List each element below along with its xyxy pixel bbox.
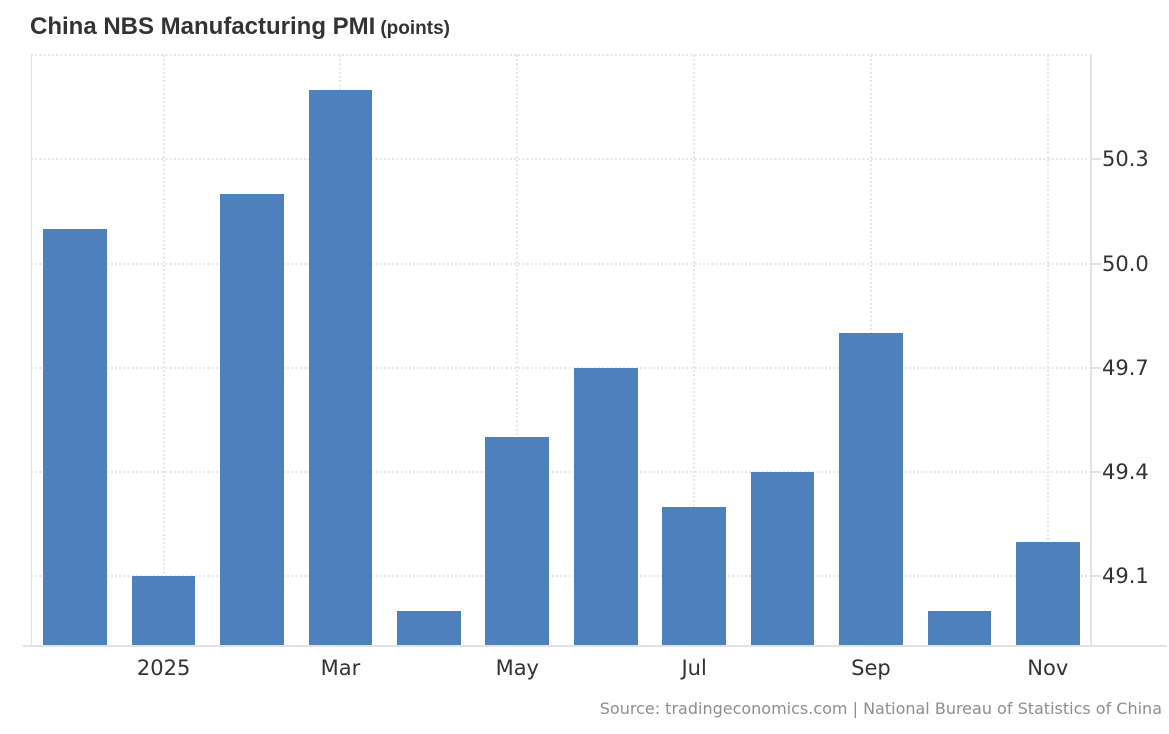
y-axis-tick-49-7	[1091, 366, 1101, 369]
x-axis-label-2025: 2025	[136, 656, 191, 680]
h-gridline-49-1	[31, 575, 1092, 578]
chart-title-text: China NBS Manufacturing PMI	[30, 13, 376, 40]
h-gridline-50-0	[31, 262, 1092, 265]
x-axis-label-may: May	[495, 656, 539, 680]
plot-area	[31, 54, 1092, 646]
bar-jan-2025[interactable]	[131, 576, 196, 646]
y-axis-tick-49-1	[1091, 575, 1101, 578]
bar-nov-2025[interactable]	[1015, 541, 1080, 646]
y-axis-label-49-7: 49.7	[1102, 355, 1149, 380]
chart-title-units: (points)	[380, 18, 450, 39]
y-axis-tick-50-0	[1091, 262, 1101, 265]
y-axis-label-50-3: 50.3	[1102, 147, 1149, 172]
axis-right-line	[1090, 55, 1092, 646]
v-gridline-may	[516, 55, 519, 646]
axis-left-line	[31, 55, 32, 646]
bar-jun-2025[interactable]	[573, 367, 638, 646]
v-gridline-nov	[1046, 55, 1049, 646]
bar-feb-2025[interactable]	[220, 194, 284, 646]
v-gridline-jul	[693, 55, 696, 646]
bar-mar-2025[interactable]	[308, 89, 373, 646]
h-gridline-50-6	[31, 54, 1092, 56]
y-axis-label-49-1: 49.1	[1102, 564, 1149, 589]
bar-jul-2025[interactable]	[662, 506, 726, 646]
h-gridline-49-7	[31, 366, 1092, 369]
bar-apr-2025[interactable]	[397, 611, 461, 646]
y-axis-tick-50-3	[1091, 158, 1101, 161]
x-axis-label-sep: Sep	[851, 656, 891, 680]
x-axis-label-nov: Nov	[1027, 656, 1069, 680]
bar-may-2025[interactable]	[485, 437, 550, 646]
bar-dec-2024[interactable]	[43, 228, 108, 646]
bar-sep-2025[interactable]	[839, 333, 903, 646]
y-axis-label-50-0: 50.0	[1102, 251, 1149, 276]
v-gridline-2025	[162, 55, 165, 646]
x-axis-label-mar: Mar	[320, 656, 361, 680]
source-attribution[interactable]: Source: tradingeconomics.com | National …	[599, 699, 1162, 718]
axis-bottom-line	[23, 645, 1167, 647]
chart-title: China NBS Manufacturing PMI (points)	[30, 13, 450, 41]
x-axis-label-jul: Jul	[681, 656, 707, 680]
bar-aug-2025[interactable]	[750, 472, 815, 646]
h-gridline-50-3	[31, 158, 1092, 161]
y-axis-label-49-4: 49.4	[1102, 460, 1149, 485]
bar-oct-2025[interactable]	[927, 611, 992, 646]
y-axis-tick-49-4	[1091, 471, 1101, 474]
h-gridline-49-4	[31, 471, 1092, 474]
